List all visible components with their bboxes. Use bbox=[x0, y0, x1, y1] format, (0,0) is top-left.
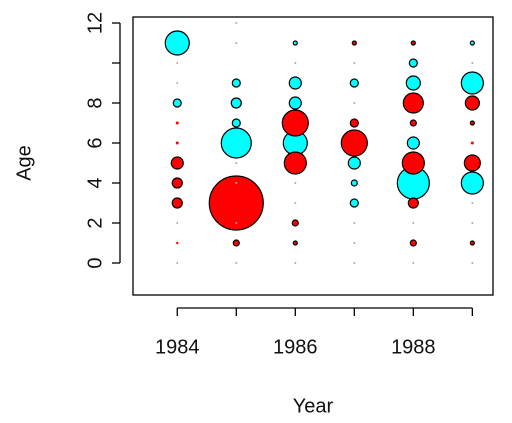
bubble bbox=[235, 262, 238, 264]
bubble bbox=[291, 219, 299, 227]
bubble bbox=[351, 40, 357, 46]
x-tick-label: 1986 bbox=[273, 336, 318, 358]
bubble bbox=[283, 151, 307, 175]
bubble bbox=[471, 62, 474, 64]
bubble bbox=[235, 182, 238, 184]
bubble bbox=[469, 120, 475, 126]
bubble bbox=[288, 96, 302, 110]
bubble bbox=[409, 239, 417, 247]
bubble bbox=[294, 202, 297, 204]
bubble bbox=[175, 141, 179, 145]
bubble bbox=[176, 62, 179, 64]
bubble bbox=[220, 127, 252, 159]
bubble bbox=[469, 240, 475, 246]
bubble bbox=[408, 58, 418, 68]
bubble bbox=[471, 262, 474, 264]
y-tick-label: 2 bbox=[84, 217, 106, 228]
bubble bbox=[208, 175, 264, 231]
bubble bbox=[460, 171, 484, 195]
y-tick-label: 0 bbox=[84, 257, 106, 268]
bubble bbox=[353, 222, 356, 224]
bubble bbox=[281, 109, 309, 137]
y-axis-label: Age bbox=[13, 145, 35, 181]
bubble bbox=[353, 102, 356, 104]
y-tick-label: 8 bbox=[84, 97, 106, 108]
bubble bbox=[176, 82, 179, 84]
bubble bbox=[406, 136, 420, 150]
bubble bbox=[464, 95, 480, 111]
bubble bbox=[405, 75, 421, 91]
bubble bbox=[288, 76, 302, 90]
bubble bbox=[175, 121, 179, 125]
bubble bbox=[350, 179, 358, 187]
bubble bbox=[171, 197, 183, 209]
bubble bbox=[347, 156, 361, 170]
bubble bbox=[349, 198, 359, 208]
bubble bbox=[412, 262, 415, 264]
bubble bbox=[409, 119, 417, 127]
bubble bbox=[235, 162, 238, 164]
bubble bbox=[231, 118, 241, 128]
bubble bbox=[176, 241, 179, 245]
bubble bbox=[340, 129, 368, 157]
bubble bbox=[460, 71, 484, 95]
bubble bbox=[353, 62, 356, 64]
bubble bbox=[235, 42, 238, 44]
bubble bbox=[230, 97, 242, 109]
bubble bbox=[353, 242, 356, 244]
bubble bbox=[292, 240, 298, 246]
bubble bbox=[232, 239, 240, 247]
bubble bbox=[471, 222, 474, 224]
bubble bbox=[170, 156, 184, 170]
bubble bbox=[401, 151, 425, 175]
bubble bbox=[349, 118, 359, 128]
bubble bbox=[176, 222, 179, 224]
bubble bbox=[176, 262, 179, 264]
y-tick-label: 6 bbox=[84, 137, 106, 148]
bubble bbox=[164, 30, 190, 56]
bubble bbox=[294, 182, 297, 184]
bubble bbox=[469, 40, 475, 46]
bubble bbox=[231, 78, 241, 88]
bubble bbox=[471, 202, 474, 204]
bubble bbox=[235, 22, 238, 24]
bubble bbox=[463, 154, 481, 172]
bubble bbox=[407, 197, 419, 209]
bubble bbox=[470, 141, 474, 145]
bubble bbox=[349, 78, 359, 88]
bubble bbox=[353, 262, 356, 264]
bubble bbox=[294, 62, 297, 64]
bubble bbox=[410, 40, 416, 46]
x-tick-label: 1984 bbox=[155, 336, 200, 358]
bubble bbox=[171, 177, 183, 189]
plot-box bbox=[132, 16, 494, 296]
x-tick-label: 1988 bbox=[391, 336, 436, 358]
bubble bbox=[292, 40, 298, 46]
bubble bbox=[235, 222, 238, 224]
y-tick-label: 4 bbox=[84, 177, 106, 188]
y-tick-label: 12 bbox=[84, 12, 106, 34]
x-axis-label: Year bbox=[293, 395, 334, 417]
bubble bbox=[172, 98, 182, 108]
bubble bbox=[412, 222, 415, 224]
bubble bbox=[294, 262, 297, 264]
bubble bbox=[402, 92, 424, 114]
